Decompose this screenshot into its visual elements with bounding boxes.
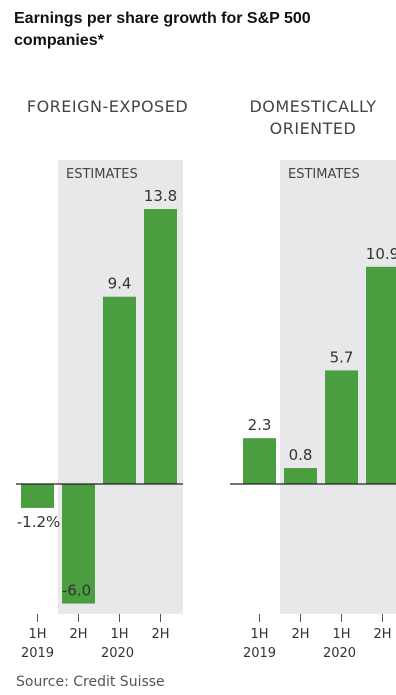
tick-label-half-0-2: 1H — [110, 627, 128, 642]
data-label-1-0: 2.3 — [248, 416, 272, 434]
bar-0-2 — [103, 296, 136, 484]
bar-1-1 — [284, 468, 317, 484]
panel-heading-domestic-line-2: ORIENTED — [269, 119, 357, 138]
data-label-1-2: 5.7 — [330, 348, 354, 366]
source-note: Source: Credit Suisse — [16, 674, 165, 690]
panel-heading-domestic: DOMESTICALLY ORIENTED — [230, 96, 396, 140]
tick-label-half-1-3: 2H — [373, 627, 391, 642]
data-label-0-3: 13.8 — [144, 187, 177, 205]
tick-label-half-1-1: 2H — [291, 627, 309, 642]
panel-heading-domestic-line-1: DOMESTICALLY — [249, 97, 377, 116]
tick-label-year-1-2: 2020 — [323, 646, 356, 661]
data-label-0-2: 9.4 — [108, 275, 132, 293]
bar-1-0 — [243, 438, 276, 484]
chart-title: Earnings per share growth for S&P 500 co… — [14, 10, 311, 49]
data-label-0-0: -1.2% — [17, 513, 61, 531]
tick-label-half-0-0: 1H — [28, 627, 46, 642]
tick-label-half-0-3: 2H — [151, 627, 169, 642]
bar-1-2 — [325, 370, 358, 484]
panel-heading-foreign-line-1: FOREIGN-EXPOSED — [26, 97, 189, 116]
tick-label-year-0-0: 2019 — [21, 646, 54, 661]
bar-1-3 — [366, 266, 396, 484]
data-label-0-1: -6.0 — [62, 582, 91, 600]
tick-label-half-1-0: 1H — [250, 627, 268, 642]
tick-label-year-1-0: 2019 — [243, 646, 276, 661]
bar-0-3 — [144, 209, 177, 484]
tick-label-half-0-1: 2H — [69, 627, 87, 642]
bar-0-1 — [62, 484, 95, 604]
bar-0-0 — [21, 484, 54, 508]
data-label-1-3: 10.9 — [366, 245, 396, 263]
data-label-1-1: 0.8 — [289, 446, 313, 464]
estimates-label-1: ESTIMATES — [288, 167, 360, 182]
panel-heading-foreign: FOREIGN-EXPOSED — [10, 96, 205, 118]
bar-chart: ESTIMATES -1.2% -6.0 9.4 13.8 1H 2019 2H 1H 2020 2… — [16, 160, 396, 661]
tick-label-half-1-2: 1H — [332, 627, 350, 642]
tick-label-year-0-2: 2020 — [101, 646, 134, 661]
estimates-label-0: ESTIMATES — [66, 167, 138, 182]
